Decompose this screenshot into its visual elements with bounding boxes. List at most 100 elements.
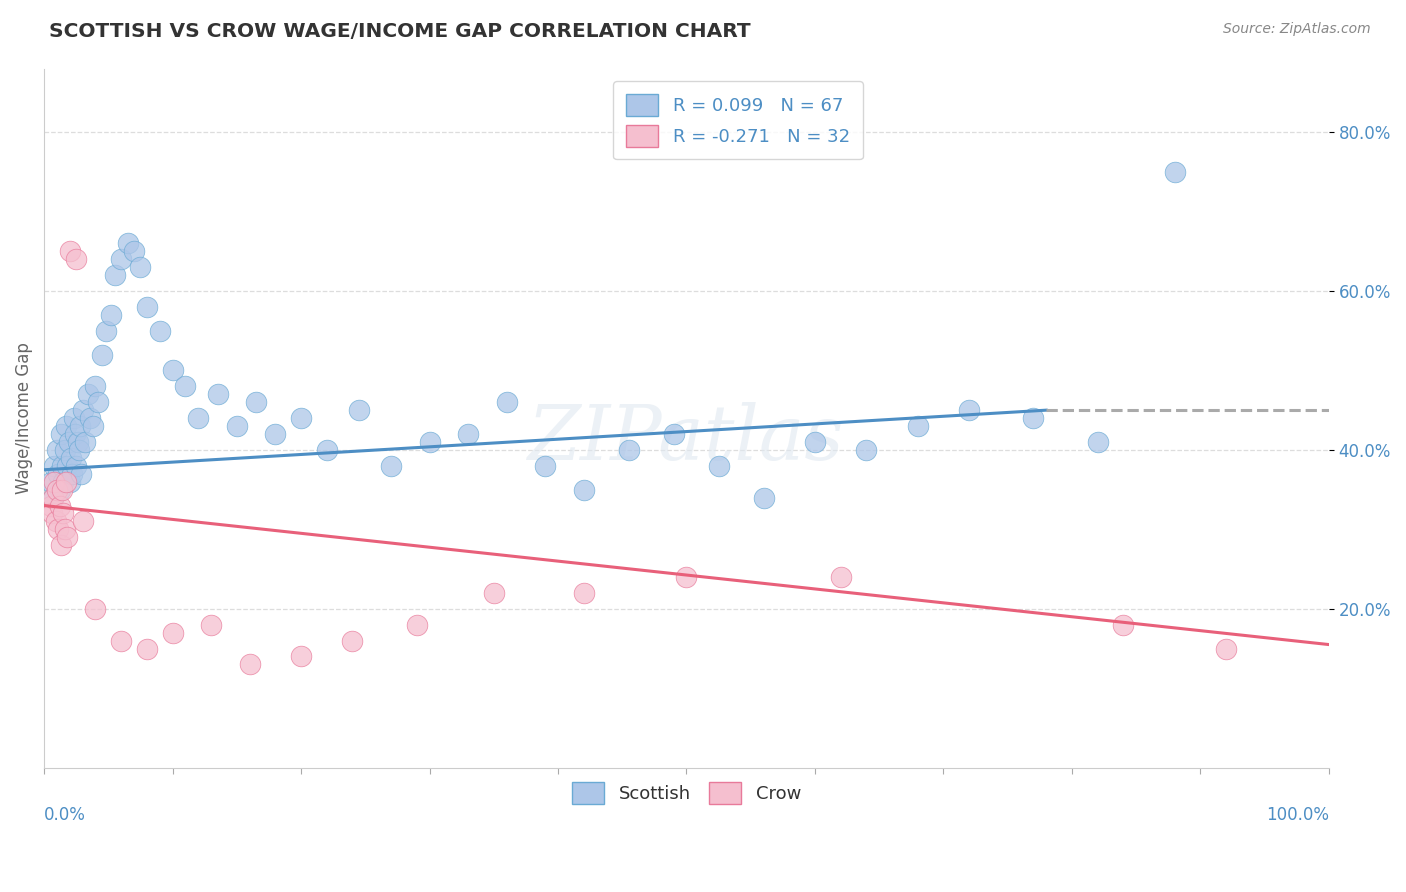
Text: 0.0%: 0.0% [44, 806, 86, 824]
Point [534, 458, 557, 473]
Point [418, 434, 440, 449]
Point [39, 499, 62, 513]
Point [46, 522, 69, 536]
Point [53, 522, 76, 536]
Point [100, 308, 122, 322]
Point [51, 483, 73, 497]
Point [707, 458, 730, 473]
Point [53, 442, 76, 457]
Text: 100.0%: 100.0% [1265, 806, 1329, 824]
Point [52, 507, 75, 521]
Point [72, 515, 94, 529]
Point [855, 442, 877, 457]
Point [87, 395, 110, 409]
Point [290, 649, 312, 664]
Point [82, 419, 104, 434]
Point [572, 483, 595, 497]
Point [104, 268, 127, 282]
Point [44, 475, 66, 489]
Legend: Scottish, Crow: Scottish, Crow [564, 774, 808, 811]
Text: SCOTTISH VS CROW WAGE/INCOME GAP CORRELATION CHART: SCOTTISH VS CROW WAGE/INCOME GAP CORRELA… [49, 22, 751, 41]
Point [66, 434, 89, 449]
Point [60, 450, 83, 465]
Point [117, 236, 139, 251]
Point [1022, 411, 1045, 425]
Point [59, 244, 82, 259]
Point [264, 427, 287, 442]
Point [65, 252, 87, 267]
Point [42, 491, 65, 505]
Point [65, 458, 87, 473]
Point [41, 507, 63, 521]
Point [62, 411, 84, 425]
Point [129, 260, 152, 274]
Point [56, 530, 79, 544]
Point [42, 491, 65, 505]
Point [149, 324, 172, 338]
Point [110, 252, 132, 267]
Point [49, 427, 72, 442]
Point [482, 586, 505, 600]
Point [162, 625, 184, 640]
Point [174, 379, 197, 393]
Point [405, 617, 427, 632]
Point [617, 442, 640, 457]
Point [56, 458, 79, 473]
Point [135, 641, 157, 656]
Point [90, 347, 112, 361]
Point [1215, 641, 1237, 656]
Point [752, 491, 775, 505]
Point [59, 475, 82, 489]
Point [63, 427, 86, 442]
Point [55, 475, 77, 489]
Point [804, 434, 827, 449]
Point [44, 458, 66, 473]
Text: Source: ZipAtlas.com: Source: ZipAtlas.com [1223, 22, 1371, 37]
Point [39, 475, 62, 489]
Point [110, 633, 132, 648]
Point [75, 434, 97, 449]
Point [46, 467, 69, 481]
Point [187, 411, 209, 425]
Point [46, 483, 69, 497]
Point [84, 602, 107, 616]
Point [55, 419, 77, 434]
Point [79, 411, 101, 425]
Point [1112, 617, 1135, 632]
Point [347, 403, 370, 417]
Point [239, 657, 262, 672]
Point [495, 395, 517, 409]
Point [76, 387, 98, 401]
Point [662, 427, 685, 442]
Point [200, 617, 222, 632]
Point [45, 515, 67, 529]
Point [67, 442, 90, 457]
Point [48, 499, 70, 513]
Point [94, 324, 117, 338]
Point [49, 538, 72, 552]
Point [315, 442, 337, 457]
Y-axis label: Wage/Income Gap: Wage/Income Gap [15, 343, 32, 494]
Point [380, 458, 402, 473]
Point [48, 483, 70, 497]
Point [58, 434, 80, 449]
Text: ZIPatlas: ZIPatlas [529, 402, 845, 476]
Point [342, 633, 364, 648]
Point [52, 475, 75, 489]
Point [1087, 434, 1109, 449]
Point [225, 419, 247, 434]
Point [162, 363, 184, 377]
Point [675, 570, 697, 584]
Point [1163, 165, 1185, 179]
Point [51, 458, 73, 473]
Point [245, 395, 267, 409]
Point [70, 467, 93, 481]
Point [290, 411, 312, 425]
Point [207, 387, 229, 401]
Point [830, 570, 852, 584]
Point [60, 467, 83, 481]
Point [122, 244, 145, 259]
Point [907, 419, 929, 434]
Point [72, 403, 94, 417]
Point [46, 442, 69, 457]
